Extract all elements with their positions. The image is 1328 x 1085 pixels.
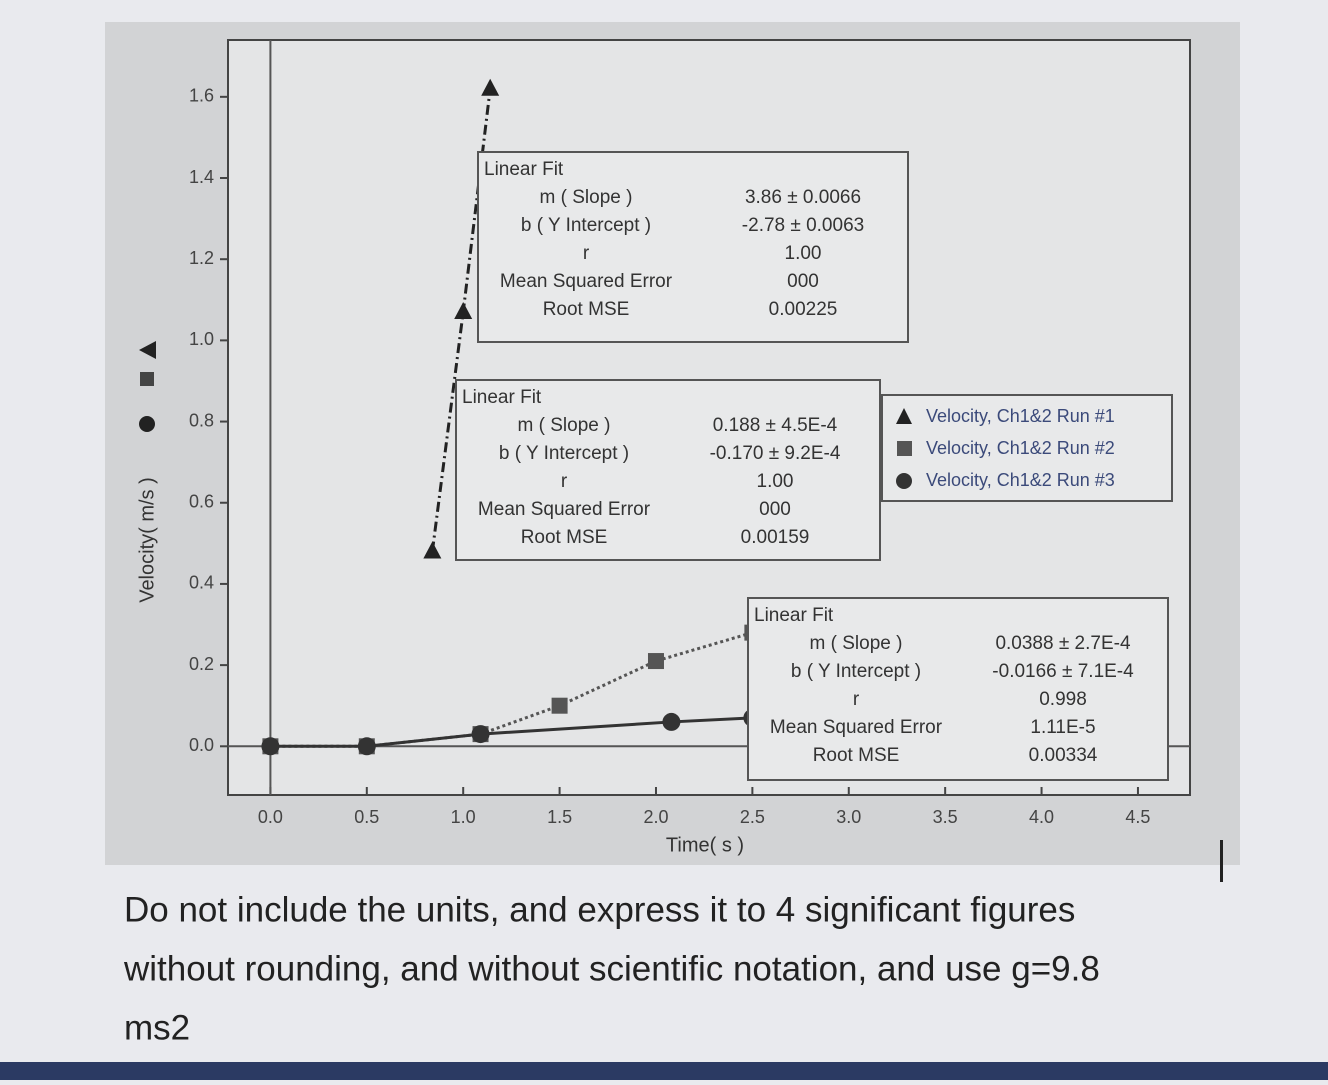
- question-line: Do not include the units, and express it…: [124, 890, 1075, 929]
- fit-value: 000: [787, 271, 819, 292]
- cursor-bar: [1220, 840, 1223, 882]
- fit-label: b ( Y Intercept ): [499, 443, 629, 464]
- fit-label: r: [583, 243, 590, 264]
- x-tick-label: 4.0: [1029, 807, 1054, 827]
- legend-symbol: [139, 341, 156, 359]
- data-point: [551, 697, 568, 714]
- fit-box: [747, 597, 1169, 781]
- fit-value: 1.00: [757, 471, 794, 492]
- fit-value: 0.188 ± 4.5E-4: [713, 415, 838, 436]
- fit-label: b ( Y Intercept ): [791, 661, 921, 682]
- fit-label: Root MSE: [813, 745, 900, 766]
- data-point: [662, 712, 681, 731]
- fit-label: r: [853, 689, 860, 710]
- data-point: [471, 725, 490, 744]
- data-point: [423, 541, 442, 559]
- fit-title: Linear Fit: [754, 605, 834, 626]
- y-tick-label: 1.2: [189, 248, 214, 268]
- x-tick-label: 3.5: [933, 807, 958, 827]
- y-tick-label: 0.8: [189, 410, 214, 430]
- taskbar: [0, 1062, 1328, 1080]
- x-tick-label: 2.5: [740, 807, 765, 827]
- fit-title: Linear Fit: [484, 159, 564, 180]
- fit-label: Mean Squared Error: [770, 717, 943, 738]
- x-tick-label: 0.5: [354, 807, 379, 827]
- fit-label: r: [561, 471, 568, 492]
- legend-symbol: [139, 416, 155, 432]
- fit-value: 0.0388 ± 2.7E-4: [995, 633, 1131, 654]
- x-tick-label: 2.0: [643, 807, 668, 827]
- legend-symbol: [140, 372, 154, 386]
- fit-value: 0.00225: [769, 299, 838, 320]
- data-point: [454, 301, 473, 319]
- fit-value: 0.00159: [741, 527, 810, 548]
- fit-label: m ( Slope ): [810, 633, 903, 654]
- fit-value: -2.78 ± 0.0063: [742, 215, 864, 236]
- legend-label: Velocity, Ch1&2 Run #3: [926, 470, 1115, 490]
- fit-label: b ( Y Intercept ): [521, 215, 651, 236]
- fit-label: Root MSE: [543, 299, 630, 320]
- y-axis-label: Velocity( m/s ): [136, 477, 158, 603]
- fit-value: 3.86 ± 0.0066: [745, 187, 861, 208]
- fit-value: 000: [759, 499, 791, 520]
- y-label-symbols: [139, 341, 156, 432]
- fit-value: -0.170 ± 9.2E-4: [710, 443, 841, 464]
- y-tick-label: 1.6: [189, 86, 214, 106]
- x-tick-label: 0.0: [258, 807, 283, 827]
- legend-symbol: [897, 441, 912, 456]
- question-line: ms2: [124, 1008, 190, 1047]
- y-tick-label: 1.4: [189, 167, 214, 187]
- y-tick-label: 0.0: [189, 735, 214, 755]
- x-axis-label: Time( s ): [666, 834, 744, 856]
- fit-value: 1.11E-5: [1030, 717, 1095, 738]
- legend-symbol: [896, 473, 912, 489]
- y-tick-label: 0.6: [189, 491, 214, 511]
- legend-box: [881, 394, 1173, 502]
- data-point: [357, 737, 376, 756]
- fit-value: 0.00334: [1029, 745, 1098, 766]
- x-tick-label: 3.0: [836, 807, 861, 827]
- y-tick-label: 0.2: [189, 654, 214, 674]
- fit-label: m ( Slope ): [540, 187, 633, 208]
- fit-box: [477, 151, 909, 343]
- legend-label: Velocity, Ch1&2 Run #2: [926, 438, 1115, 458]
- x-tick-label: 1.5: [547, 807, 572, 827]
- fit-label: Root MSE: [521, 527, 608, 548]
- data-point: [647, 653, 664, 670]
- data-point: [261, 737, 280, 756]
- legend-symbol: [896, 408, 912, 424]
- x-tick-label: 1.0: [451, 807, 476, 827]
- fit-label: Mean Squared Error: [478, 499, 651, 520]
- x-tick-label: 4.5: [1125, 807, 1150, 827]
- y-tick-label: 0.4: [189, 573, 214, 593]
- fit-value: 1.00: [785, 243, 822, 264]
- fit-box: [455, 379, 881, 561]
- fit-value: 0.998: [1039, 689, 1087, 710]
- fit-label: Mean Squared Error: [500, 271, 673, 292]
- data-point: [481, 78, 500, 96]
- fit-title: Linear Fit: [462, 387, 542, 408]
- fit-label: m ( Slope ): [518, 415, 611, 436]
- fit-value: -0.0166 ± 7.1E-4: [992, 661, 1134, 682]
- y-tick-label: 1.0: [189, 329, 214, 349]
- question-line: without rounding, and without scientific…: [123, 949, 1100, 988]
- legend-label: Velocity, Ch1&2 Run #1: [926, 406, 1115, 426]
